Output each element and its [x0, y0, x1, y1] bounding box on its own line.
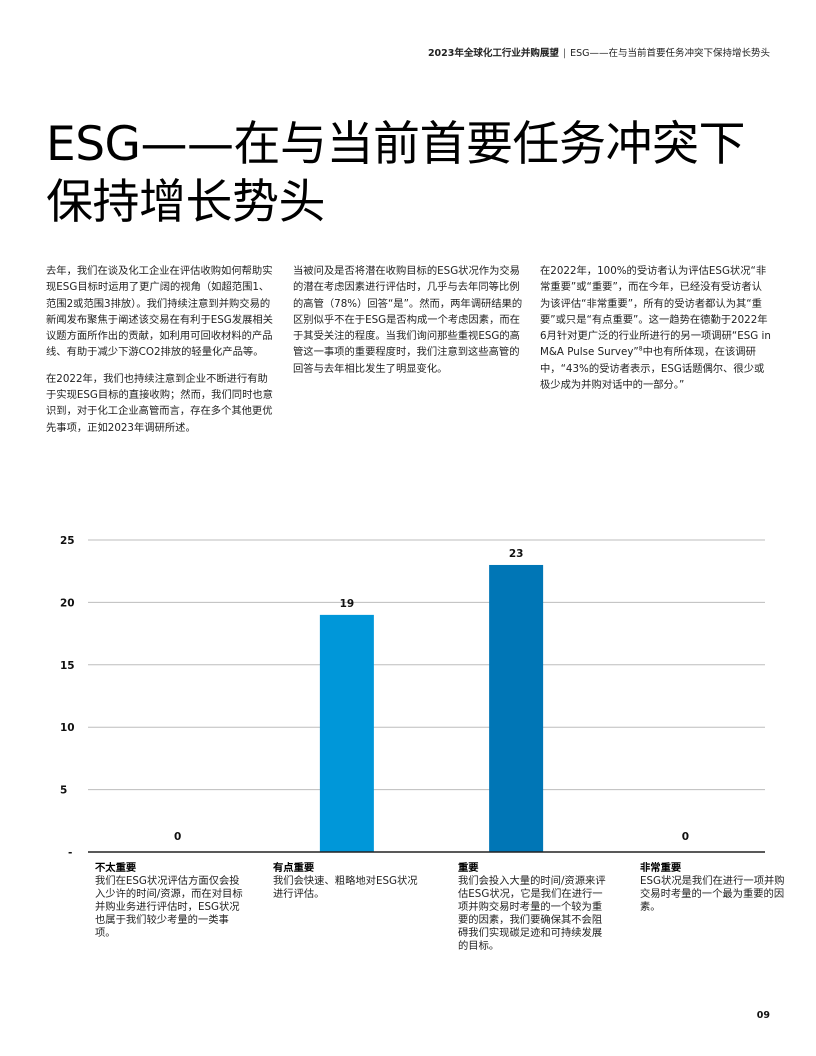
category-title: 非常重要 — [640, 862, 682, 874]
page-title: ESG——在与当前首要任务冲突下保持增长势头 — [46, 117, 745, 230]
body-text: 中也有所体现，在该调研中，“43%的受访者表示，ESG话题偶尔、很少或极少成为并… — [540, 346, 765, 392]
body-paragraph: 在2022年，100%的受访者认为评估ESG状况“非常重要”或“重要”，而在今年… — [540, 263, 772, 393]
body-column-2: 当被问及是否将潜在收购目标的ESG状况作为交易的潜在考虑因素进行评估时，几乎与去… — [293, 263, 525, 387]
data-label: 19 — [340, 598, 355, 610]
category-description: ESG状况是我们在进行一项并购交易时考量的一个最为重要的因素。 — [640, 875, 785, 913]
bar — [319, 614, 374, 852]
header-section-name: ESG——在与当前首要任务冲突下保持增长势头 — [570, 48, 770, 59]
category-title: 不太重要 — [95, 862, 137, 874]
y-tick-label: 10 — [60, 722, 75, 734]
page-number: 09 — [756, 1010, 770, 1021]
y-tick-label: 25 — [60, 535, 75, 547]
category-label: 不太重要 我们在ESG状况评估方面仅会投入少许的时间/资源，而在对目标并购业务进行… — [95, 862, 245, 940]
bar-chart: 25 20 15 10 5 - 0 19 23 0 — [60, 535, 765, 859]
header-report-name: 2023年全球化工行业并购展望 — [427, 48, 559, 59]
data-label: 0 — [682, 831, 689, 843]
data-label: 0 — [174, 831, 181, 843]
y-tick-label: 15 — [60, 660, 75, 672]
data-label: 23 — [509, 548, 524, 560]
body-column-1: 去年，我们在谈及化工企业在评估收购如何帮助实现ESG目标时运用了更广阔的视角（如… — [46, 263, 278, 446]
category-title: 重要 — [458, 862, 479, 874]
bar — [489, 564, 544, 852]
body-column-3: 在2022年，100%的受访者认为评估ESG状况“非常重要”或“重要”，而在今年… — [540, 263, 772, 403]
category-description: 我们在ESG状况评估方面仅会投入少许的时间/资源，而在对目标并购业务进行评估时，… — [95, 875, 243, 939]
category-description: 我们会快速、粗略地对ESG状况进行评估。 — [273, 875, 418, 900]
y-tick-label: 5 — [60, 785, 67, 797]
footnote-ref: 8 — [638, 346, 643, 354]
header-separator: | — [562, 48, 567, 59]
body-text: 在2022年，100%的受访者认为评估ESG状况“非常重要”或“重要”，而在今年… — [540, 265, 771, 359]
running-header: 2023年全球化工行业并购展望 | ESG——在与当前首要任务冲突下保持增长势头 — [428, 45, 770, 59]
category-label: 重要 我们会投入大量的时间/资源来评估ESG状况，它是我们在进行一项并购交易时考量… — [458, 862, 608, 953]
y-tick-label: 20 — [60, 597, 75, 609]
body-paragraph: 当被问及是否将潜在收购目标的ESG状况作为交易的潜在考虑因素进行评估时，几乎与去… — [293, 265, 523, 375]
y-tick-label: - — [68, 847, 72, 859]
category-title: 有点重要 — [273, 862, 315, 874]
body-paragraph: 去年，我们在谈及化工企业在评估收购如何帮助实现ESG目标时运用了更广阔的视角（如… — [46, 265, 273, 359]
body-paragraph: 在2022年，我们也持续注意到企业不断进行有助于实现ESG目标的直接收购；然而，… — [46, 372, 273, 434]
category-label: 非常重要 ESG状况是我们在进行一项并购交易时考量的一个最为重要的因素。 — [640, 862, 790, 914]
category-label: 有点重要 我们会快速、粗略地对ESG状况进行评估。 — [273, 862, 423, 901]
category-description: 我们会投入大量的时间/资源来评估ESG状况，它是我们在进行一项并购交易时考量的一… — [458, 875, 606, 952]
